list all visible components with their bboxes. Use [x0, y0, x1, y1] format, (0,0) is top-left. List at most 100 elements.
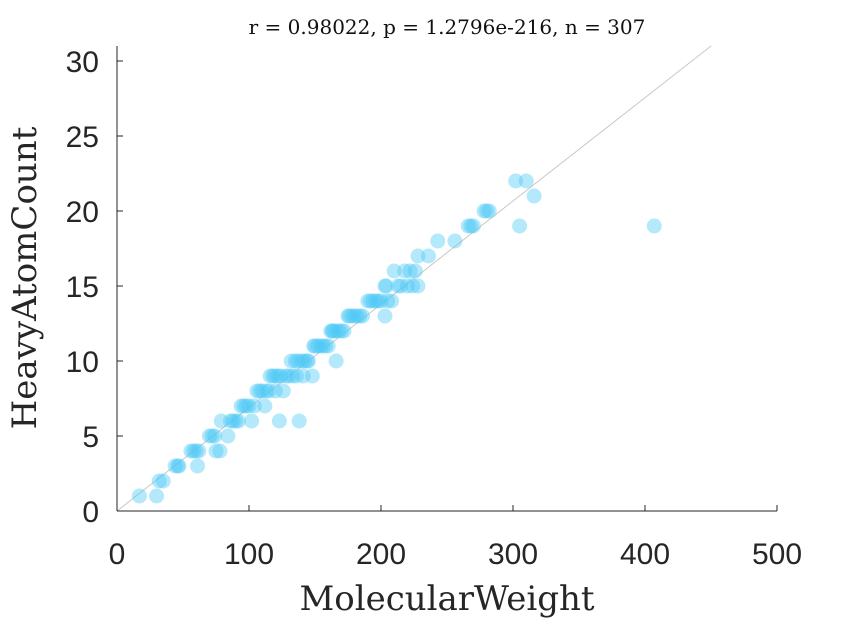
data-point: [275, 383, 291, 399]
data-point: [410, 248, 426, 264]
data-point: [278, 368, 294, 384]
data-point: [307, 338, 323, 354]
data-point: [262, 368, 278, 384]
data-point: [328, 353, 344, 369]
data-point: [386, 263, 402, 279]
data-point: [236, 398, 252, 414]
data-point: [365, 293, 381, 309]
data-point: [267, 383, 283, 399]
data-point: [267, 368, 283, 384]
data-point: [341, 308, 357, 324]
data-point: [246, 398, 262, 414]
x-tick-label: 500: [752, 538, 802, 571]
y-tick-label: 30: [66, 46, 99, 79]
data-point: [476, 203, 492, 219]
data-point: [402, 263, 418, 279]
data-point: [225, 413, 241, 429]
data-point: [405, 278, 421, 294]
data-point: [380, 293, 396, 309]
data-point: [294, 353, 310, 369]
data-point: [421, 248, 437, 264]
data-point: [300, 353, 316, 369]
data-point: [333, 323, 349, 339]
data-point: [373, 293, 389, 309]
data-point: [518, 173, 534, 189]
data-point: [481, 203, 497, 219]
data-point: [188, 443, 204, 459]
data-point: [131, 488, 147, 504]
data-point: [362, 293, 378, 309]
data-point: [223, 413, 239, 429]
y-tick-label: 15: [66, 271, 99, 304]
data-point: [233, 398, 249, 414]
data-point: [201, 428, 217, 444]
data-point: [318, 338, 334, 354]
y-axis-ticks: 0 5 10 15 20 25 30: [66, 46, 123, 529]
data-point: [283, 353, 299, 369]
data-point: [287, 353, 303, 369]
data-point: [212, 443, 228, 459]
chart-title: r = 0.98022, p = 1.2796e-216, n = 307: [249, 15, 646, 39]
data-point: [384, 293, 400, 309]
data-point: [465, 218, 481, 234]
data-point: [430, 233, 446, 249]
data-point: [228, 413, 244, 429]
data-point: [304, 368, 320, 384]
data-point: [244, 413, 260, 429]
data-point: [323, 323, 339, 339]
data-point: [299, 353, 315, 369]
x-tick-label: 100: [224, 538, 274, 571]
data-point: [508, 173, 524, 189]
data-point: [312, 338, 328, 354]
data-point: [393, 278, 409, 294]
data-point: [204, 428, 220, 444]
data-point: [249, 383, 265, 399]
data-point: [238, 398, 254, 414]
data-point: [410, 278, 426, 294]
data-point: [368, 293, 384, 309]
data-point: [261, 383, 277, 399]
data-point: [512, 218, 528, 234]
data-point: [315, 338, 331, 354]
data-point: [336, 323, 352, 339]
data-point: [252, 383, 268, 399]
data-point: [320, 338, 336, 354]
data-point: [397, 263, 413, 279]
data-point: [290, 353, 306, 369]
data-point: [407, 263, 423, 279]
x-axis-ticks: 0 100 200 300 400 500: [109, 505, 802, 571]
data-point: [340, 308, 356, 324]
data-point: [399, 278, 415, 294]
data-point: [186, 443, 202, 459]
data-point: [377, 308, 393, 324]
y-tick-label: 5: [82, 421, 99, 454]
data-point: [325, 323, 341, 339]
data-point: [171, 458, 187, 474]
y-axis-label: HeavyAtomCount: [5, 126, 45, 429]
data-point: [390, 278, 406, 294]
x-axis-label: MolecularWeight: [299, 579, 594, 619]
data-point: [447, 233, 463, 249]
data-point: [258, 383, 274, 399]
data-point: [265, 368, 281, 384]
data-point: [281, 368, 297, 384]
data-point: [526, 188, 542, 204]
data-point: [347, 308, 363, 324]
data-point: [149, 488, 165, 504]
data-point: [270, 368, 286, 384]
data-point: [183, 443, 199, 459]
data-point: [271, 413, 287, 429]
x-tick-label: 200: [356, 538, 406, 571]
data-point: [289, 368, 305, 384]
data-point: [306, 338, 322, 354]
data-point: [352, 308, 368, 324]
y-tick-label: 25: [66, 121, 99, 154]
data-point: [324, 323, 340, 339]
data-point: [254, 383, 270, 399]
data-point: [207, 428, 223, 444]
data-point: [310, 338, 326, 354]
data-point: [291, 413, 307, 429]
data-point: [460, 218, 476, 234]
data-point: [479, 203, 495, 219]
